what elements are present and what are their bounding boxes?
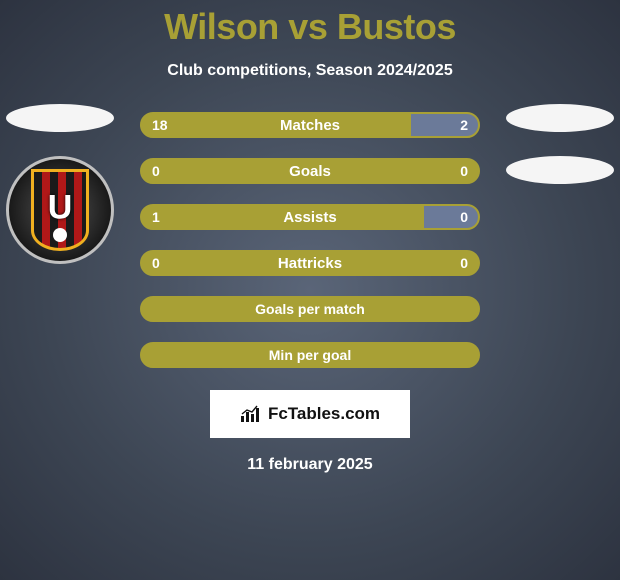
player-silhouette-right-1 (506, 104, 614, 132)
player-silhouette-right-2 (506, 156, 614, 184)
stat-left-value: 18 (152, 117, 168, 133)
stat-bars: 18 2 Matches 0 0 Goals 1 0 Assists 0 0 Hattricks Goa… (140, 112, 480, 368)
left-player-col: U (0, 104, 120, 280)
stat-bar: Goals per match (140, 296, 480, 322)
chart-icon (240, 405, 262, 423)
stat-label: Hattricks (278, 255, 342, 272)
stat-bar: 0 0 Goals (140, 158, 480, 184)
stat-right-value: 0 (460, 255, 468, 271)
badge-ball-icon (53, 228, 67, 242)
club-badge-left: U (6, 156, 114, 280)
badge-outer: U (6, 156, 114, 264)
stat-bar: 0 0 Hattricks (140, 250, 480, 276)
stat-right-value: 2 (460, 117, 468, 133)
stat-left-value: 0 (152, 163, 160, 179)
infographic-root: Wilson vs Bustos Club competitions, Seas… (0, 0, 620, 580)
stat-left-value: 1 (152, 209, 160, 225)
subtitle: Club competitions, Season 2024/2025 (0, 62, 620, 80)
source-logo-text: FcTables.com (268, 404, 380, 424)
badge-letter: U (48, 189, 73, 228)
badge-shield: U (31, 169, 89, 251)
stat-bar-right-fill (424, 206, 478, 228)
stat-bar: 18 2 Matches (140, 112, 480, 138)
content: U 18 2 Matches 0 0 Goals 1 0 Assists 0 0 Hattricks G… (0, 112, 620, 368)
stat-label: Goals per match (255, 301, 365, 317)
right-player-col (500, 104, 620, 184)
stat-label: Matches (280, 117, 340, 134)
stat-right-value: 0 (460, 209, 468, 225)
page-title: Wilson vs Bustos (0, 0, 620, 48)
stat-right-value: 0 (460, 163, 468, 179)
date-text: 11 february 2025 (0, 456, 620, 474)
stat-label: Assists (283, 209, 336, 226)
stat-bar: 1 0 Assists (140, 204, 480, 230)
stat-label: Goals (289, 163, 331, 180)
source-logo: FcTables.com (210, 390, 410, 438)
stat-left-value: 0 (152, 255, 160, 271)
stat-label: Min per goal (269, 347, 351, 363)
player-silhouette-left (6, 104, 114, 132)
stat-bar: Min per goal (140, 342, 480, 368)
